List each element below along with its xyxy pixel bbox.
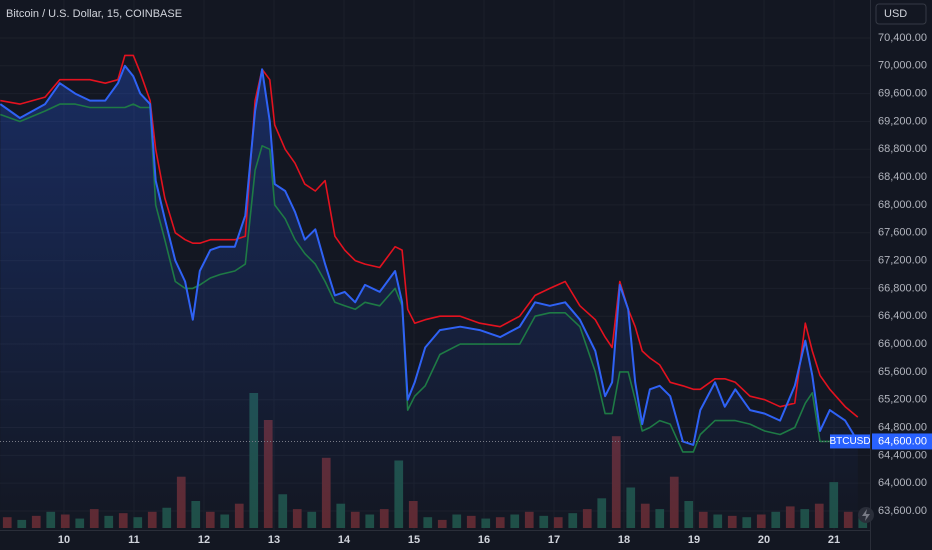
- x-tick-label: 20: [758, 534, 770, 546]
- x-tick-label: 12: [198, 534, 210, 546]
- axes: 63,600.00 64,000.00 64,400.00 64,800.00 65,2…: [58, 32, 932, 546]
- y-tick-label: 68,000.00: [878, 199, 927, 211]
- currency-button[interactable]: [875, 3, 927, 25]
- y-tick-label: 66,000.00: [878, 338, 927, 350]
- x-tick-label: 14: [338, 534, 351, 546]
- x-tick-label: 21: [828, 534, 840, 546]
- x-tick-label: 18: [618, 534, 630, 546]
- replay-icon-glyph: [862, 509, 870, 521]
- x-tick-label: 19: [688, 534, 700, 546]
- series-line: [0, 64, 859, 446]
- x-tick-label: 10: [58, 534, 70, 546]
- price-area: [0, 65, 858, 531]
- y-tick-label: 64,400.00: [878, 449, 927, 461]
- volume-bar: [858, 517, 868, 528]
- symbol-tag: [830, 434, 870, 449]
- y-tick-label: 66,400.00: [878, 310, 927, 322]
- y-tick-label: 65,200.00: [878, 394, 927, 406]
- series-line: [0, 54, 859, 418]
- y-tick-label: 65,600.00: [878, 366, 927, 378]
- x-tick-label: 11: [128, 534, 140, 546]
- chart-title: Bitcoin / U.S. Dollar, 15, COINBASE: [6, 8, 182, 20]
- y-tick-label: 68,400.00: [878, 171, 927, 183]
- price-label: 64,600.00: [878, 435, 927, 447]
- price-lines: BTCUSD: [0, 54, 871, 531]
- currency-label[interactable]: USD: [884, 8, 907, 20]
- x-tick-label: 17: [548, 534, 560, 546]
- y-tick-label: 70,000.00: [878, 60, 927, 72]
- x-tick-label: 16: [478, 534, 490, 546]
- y-tick-label: 70,400.00: [878, 32, 927, 44]
- y-tick-label: 69,200.00: [878, 115, 927, 127]
- y-tick-label: 66,800.00: [878, 282, 927, 294]
- price-tag: [872, 433, 932, 450]
- x-tick-label: 13: [268, 534, 280, 546]
- y-tick-label: 63,600.00: [878, 505, 927, 517]
- y-tick-label: 64,800.00: [878, 421, 927, 433]
- y-tick-label: 68,800.00: [878, 143, 927, 155]
- y-tick-label: 69,600.00: [878, 88, 927, 100]
- y-tick-label: 67,200.00: [878, 254, 927, 266]
- symbol-label: BTCUSD: [829, 436, 870, 447]
- y-tick-label: 67,600.00: [878, 227, 927, 239]
- x-tick-label: 15: [408, 534, 420, 546]
- y-tick-label: 64,000.00: [878, 477, 927, 489]
